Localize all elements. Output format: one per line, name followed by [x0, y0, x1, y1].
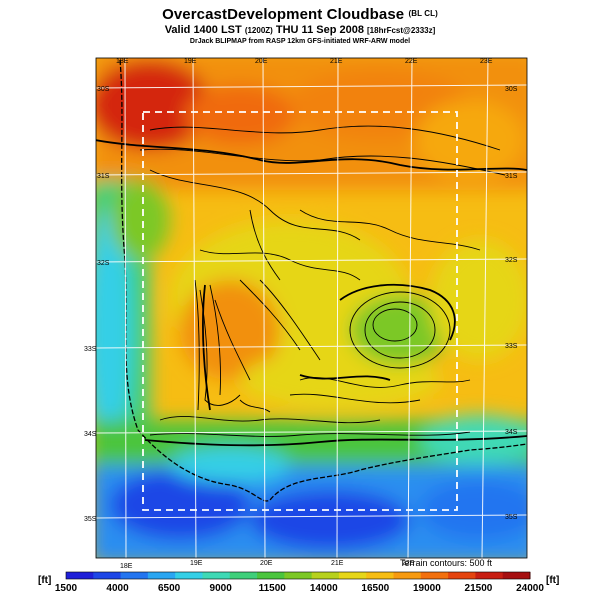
right-lat-label: 30S	[505, 86, 518, 93]
colorbar-tick-label: 19000	[412, 583, 441, 594]
forecast-info: [18hrFcst@2333z]	[367, 26, 436, 35]
left-lat-label: 34S	[84, 431, 97, 438]
right-lat-label: 33S	[505, 343, 518, 350]
left-lat-label: 33S	[84, 346, 97, 353]
right-lat-label: 31S	[505, 173, 518, 180]
units-label-left: [ft]	[38, 575, 52, 586]
bottom-lon-label: 22E	[402, 560, 415, 567]
top-lon-label: 22E	[405, 58, 418, 65]
colorbar-segment	[420, 572, 449, 579]
right-lat-label: 32S	[505, 257, 518, 264]
colorbar-labels: [ft] [ft] 1500 4000 6500 9000 11500 14000 1650…	[0, 568, 600, 600]
right-lat-label: 35S	[505, 514, 518, 521]
top-lon-label: 18E	[116, 58, 129, 65]
colorbar-tick-label: 21500	[464, 583, 493, 594]
inner-domain-boundary	[142, 111, 458, 511]
colorbar-segment	[147, 572, 176, 579]
colorbar-segment	[448, 572, 476, 579]
terrain-contour-note: Terrain contours: 500 ft	[400, 558, 493, 568]
cloudbase-field	[96, 58, 527, 558]
latlon-grid	[96, 58, 527, 558]
bottom-lon-label: 20E	[260, 560, 273, 567]
colorbar-tick-label: 11500	[258, 583, 286, 594]
colorbar-tick-label: 9000	[209, 583, 232, 594]
colorbar-tick-label: 16500	[361, 583, 390, 594]
left-lat-label: 32S	[97, 260, 110, 267]
top-lon-label: 20E	[255, 58, 268, 65]
title-text: OvercastDevelopment Cloudbase	[162, 6, 405, 23]
colorbar-segment	[175, 572, 203, 579]
page-title: OvercastDevelopment Cloudbase (BL CL)	[0, 6, 600, 23]
top-lon-label: 19E	[184, 58, 197, 65]
colorbar-tick-label: 24000	[516, 583, 544, 594]
colorbar-segment	[66, 572, 94, 579]
top-lon-label: 21E	[330, 58, 343, 65]
colorbar-segment	[311, 572, 340, 579]
subtitle: Valid 1400 LST (1200Z) THU 11 Sep 2008 […	[0, 24, 600, 36]
bottom-lon-label: 19E	[190, 560, 203, 567]
title-suffix: (BL CL)	[408, 9, 438, 18]
terrain-contours-bold	[96, 139, 527, 447]
colorbar-tick-label: 1500	[54, 583, 78, 594]
terrain-contours	[139, 125, 506, 437]
colorbar-frame	[65, 571, 531, 580]
units-label-right: [ft]	[546, 575, 560, 586]
colorbar-tick-label: 4000	[106, 583, 129, 594]
colorbar-segment	[338, 572, 367, 579]
map-frame	[95, 57, 528, 559]
grid-labels: 18E 19E 20E 21E 22E 23E 18E 19E 20E 21E …	[84, 58, 518, 570]
colorbar-segment	[202, 572, 231, 579]
left-lat-label: 30S	[97, 86, 110, 93]
colorbar-segment	[93, 572, 122, 579]
bottom-lon-label: 21E	[331, 560, 344, 567]
colorbar-segment	[229, 572, 258, 579]
title-block: OvercastDevelopment Cloudbase (BL CL) Va…	[0, 6, 600, 45]
right-lat-label: 34S	[505, 429, 518, 436]
coastline	[119, 59, 527, 502]
colorbar	[65, 571, 531, 580]
colorbar-segment	[393, 572, 422, 579]
credit-line: DrJack BLIPMAP from RASP 12km GFS-initia…	[189, 38, 411, 45]
colorbar-segment	[120, 572, 149, 579]
valid-time: Valid 1400 LST	[164, 24, 242, 36]
colorbar-segment	[257, 572, 285, 579]
colorbar-tick-label: 14000	[309, 583, 338, 594]
utc-time: (1200Z)	[244, 26, 273, 35]
colorbar-segment	[502, 572, 531, 579]
colorbar-segment	[475, 572, 504, 579]
colorbar-segment	[366, 572, 395, 579]
forecast-date: THU 11 Sep 2008	[275, 24, 364, 36]
bottom-lon-label: 18E	[120, 563, 133, 570]
colorbar-segment	[284, 572, 313, 579]
top-lon-label: 23E	[480, 58, 493, 65]
left-lat-label: 35S	[84, 516, 97, 523]
left-lat-label: 31S	[97, 173, 110, 180]
colorbar-tick-label: 6500	[157, 583, 181, 594]
